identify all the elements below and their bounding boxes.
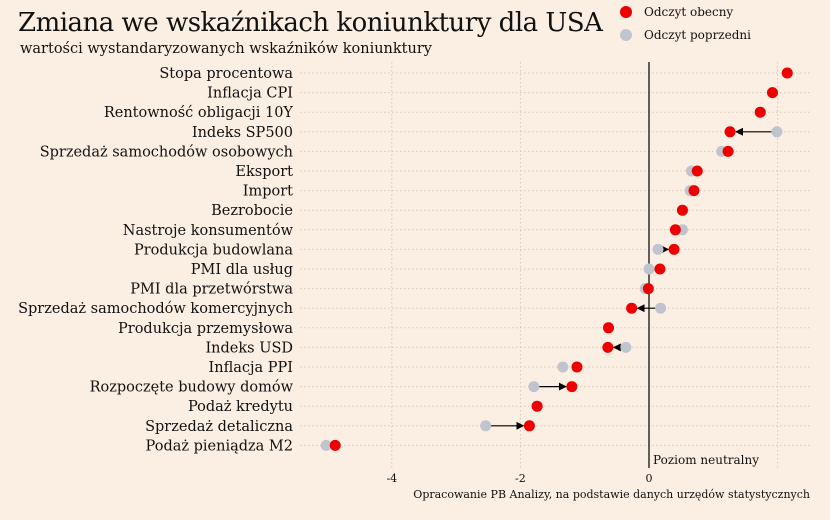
previous-point: [480, 420, 492, 432]
previous-point: [771, 126, 783, 138]
category-label: PMI dla przetwórstwa: [130, 282, 293, 298]
current-point: [654, 263, 666, 275]
category-label: Nastroje konsumentów: [123, 223, 294, 239]
category-label: Rozpoczęte budowy domów: [90, 380, 294, 396]
legend-label-previous: Odczyt poprzedni: [644, 28, 751, 42]
legend: Odczyt obecny Odczyt poprzedni: [620, 5, 751, 42]
x-axis-ticks: -4 -2 0: [386, 472, 652, 485]
source-note: Opracowanie PB Analizy, na podstawie dan…: [413, 488, 810, 501]
category-label: Sprzedaż samochodów osobowych: [40, 144, 293, 160]
category-label: Rentowność obligacji 10Y: [104, 105, 294, 121]
legend-marker-current: [620, 6, 632, 18]
previous-point: [528, 381, 540, 393]
category-label: Import: [243, 184, 293, 200]
current-point: [724, 126, 736, 138]
change-arrows: [490, 127, 772, 430]
current-point: [523, 420, 535, 432]
category-label: PMI dla usług: [191, 262, 293, 278]
x-tick-label: -2: [515, 472, 526, 485]
category-labels: Stopa procentowa Inflacja CPI Rentowność o…: [18, 66, 293, 454]
current-point: [722, 145, 734, 157]
x-tick-label: -4: [386, 472, 397, 485]
previous-point: [557, 361, 569, 373]
legend-label-current: Odczyt obecny: [644, 5, 733, 19]
current-point: [668, 243, 680, 255]
current-point: [691, 165, 703, 177]
category-label: Indeks SP500: [192, 125, 293, 141]
x-tick-label: 0: [646, 472, 653, 485]
current-point: [626, 302, 638, 314]
current-point: [754, 106, 766, 118]
current-point: [329, 439, 341, 451]
current-point: [688, 185, 700, 197]
current-point: [781, 67, 793, 79]
previous-point: [643, 263, 655, 275]
current-point: [676, 204, 688, 216]
chart-title: Zmiana we wskaźnikach koniunktury dla US…: [18, 8, 603, 38]
previous-point: [320, 439, 332, 451]
current-point: [602, 322, 614, 334]
current-point: [602, 341, 614, 353]
previous-point: [620, 341, 632, 353]
current-points: [329, 67, 793, 451]
gridlines: [300, 62, 810, 468]
current-point: [642, 283, 654, 295]
category-label: Sprzedaż samochodów komercyjnych: [18, 301, 293, 317]
category-label: Podaż pieniądza M2: [146, 438, 293, 454]
current-point: [669, 224, 681, 236]
neutral-label: Poziom neutralny: [653, 453, 759, 467]
legend-marker-previous: [620, 29, 632, 41]
current-point: [531, 400, 543, 412]
category-label: Eksport: [235, 164, 293, 180]
previous-point: [652, 243, 664, 255]
category-label: Stopa procentowa: [159, 66, 293, 82]
category-label: Indeks USD: [205, 340, 293, 356]
chart-subtitle: wartości wystandaryzowanych wskaźników k…: [20, 41, 432, 57]
category-label: Inflacja CPI: [207, 86, 293, 102]
category-label: Sprzedaż detaliczna: [145, 419, 293, 435]
current-point: [566, 381, 578, 393]
category-label: Produkcja budowlana: [134, 242, 293, 258]
previous-point: [655, 302, 667, 314]
category-label: Podaż kredytu: [188, 399, 293, 415]
category-label: Inflacja PPI: [209, 360, 294, 376]
category-label: Produkcja przemysłowa: [118, 321, 293, 337]
current-point: [766, 87, 778, 99]
category-label: Bezrobocie: [211, 203, 293, 219]
current-point: [571, 361, 583, 373]
